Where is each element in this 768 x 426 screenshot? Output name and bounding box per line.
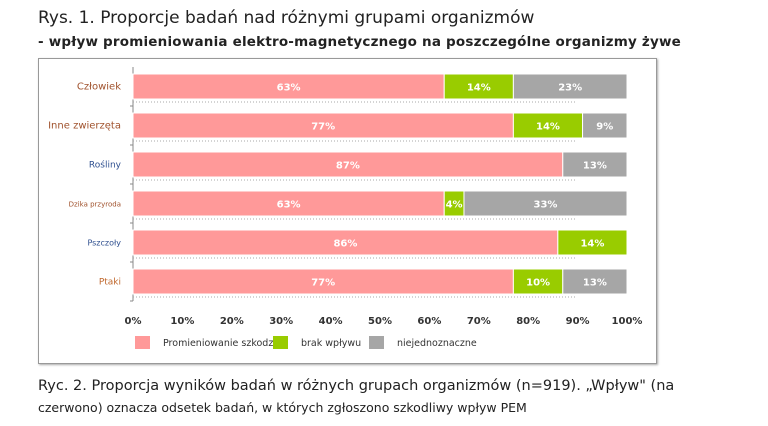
bar-segment xyxy=(463,190,628,217)
category-label: Ptaki xyxy=(99,278,121,288)
data-label: 77% xyxy=(311,122,335,133)
figure-title: Rys. 1. Proporcje badań nad różnymi grup… xyxy=(38,8,535,28)
bar-segment xyxy=(582,112,628,139)
data-label: 87% xyxy=(336,161,360,172)
x-tick-label: 10% xyxy=(170,316,194,327)
bar-segment xyxy=(512,112,584,139)
category-label: Rośliny xyxy=(89,160,122,171)
data-label: 33% xyxy=(534,200,558,211)
bar-segment xyxy=(512,73,628,100)
legend-label: niejednoznaczne xyxy=(397,338,477,349)
data-label: 23% xyxy=(558,83,582,94)
figure-subtitle: - wpływ promieniowania elektro-magnetycz… xyxy=(38,34,681,50)
data-label: 86% xyxy=(333,239,357,250)
data-label: 63% xyxy=(277,83,301,94)
caption-line-2: czerwono) oznacza odsetek badań, w który… xyxy=(38,400,527,415)
legend-label: Promieniowanie szkodzi xyxy=(163,338,276,349)
bar-segment xyxy=(132,151,564,178)
x-tick-label: 80% xyxy=(516,316,540,327)
data-label: 14% xyxy=(536,122,560,133)
data-label: 10% xyxy=(526,278,550,289)
category-label: Człowiek xyxy=(77,82,121,93)
x-tick-label: 40% xyxy=(319,316,343,327)
category-label: Pszczoły xyxy=(87,239,121,248)
x-tick-label: 60% xyxy=(417,316,441,327)
legend-swatch xyxy=(369,336,384,349)
legend-label: brak wpływu xyxy=(301,338,361,349)
data-label: 63% xyxy=(277,200,301,211)
x-tick-label: 30% xyxy=(269,316,293,327)
category-label: Dzika przyroda xyxy=(69,201,121,209)
data-label: 13% xyxy=(583,161,607,172)
bar-segment xyxy=(512,268,564,295)
x-tick-label: 100% xyxy=(612,316,643,327)
bar-segment xyxy=(132,112,514,139)
caption-line-1: Ryc. 2. Proporcja wyników badań w różnyc… xyxy=(38,378,675,394)
data-label: 4% xyxy=(446,200,463,211)
x-tick-label: 20% xyxy=(220,316,244,327)
data-label: 14% xyxy=(467,83,491,94)
legend-swatch xyxy=(135,336,150,349)
data-label: 77% xyxy=(311,278,335,289)
x-tick-label: 90% xyxy=(566,316,590,327)
bar-segment xyxy=(132,268,514,295)
bar-segment xyxy=(132,229,559,256)
data-label: 9% xyxy=(596,122,613,133)
bar-segment xyxy=(132,73,445,100)
x-tick-label: 0% xyxy=(125,316,142,327)
data-label: 13% xyxy=(583,278,607,289)
bar-segment xyxy=(557,229,628,256)
legend-swatch xyxy=(273,336,288,349)
x-tick-label: 70% xyxy=(467,316,491,327)
bar-segment xyxy=(562,151,628,178)
bar-segment xyxy=(443,73,514,100)
x-tick-label: 50% xyxy=(368,316,392,327)
category-label: Inne zwierzęta xyxy=(48,121,121,132)
data-label: 14% xyxy=(580,239,604,250)
bar-segment xyxy=(562,268,628,295)
chart-frame xyxy=(38,58,657,364)
